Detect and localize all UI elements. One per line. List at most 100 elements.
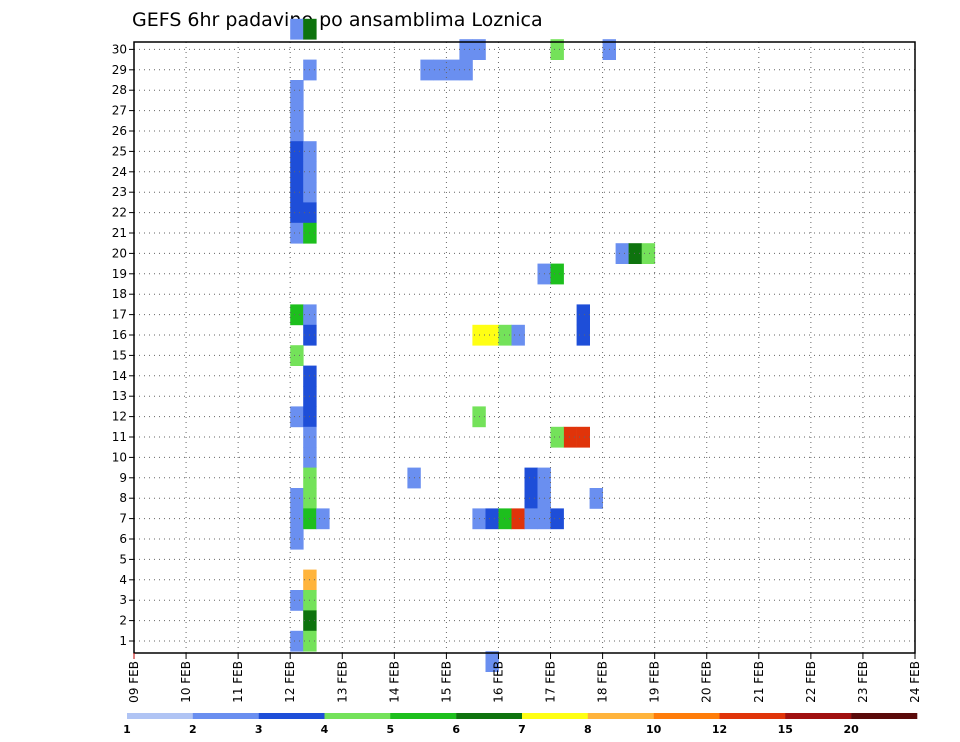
- x-tick-label: 18 FEB: [596, 661, 610, 703]
- heatmap-cell: [290, 120, 304, 142]
- heatmap-cell: [485, 651, 499, 672]
- heatmap-cell: [290, 100, 304, 122]
- y-tick-label: 29: [112, 63, 127, 77]
- y-tick-label: 18: [112, 287, 127, 301]
- heatmap-cell: [433, 59, 447, 81]
- chart-title: GEFS 6hr padavine po ansamblima Loznica: [132, 9, 543, 31]
- y-tick-label: 2: [119, 614, 127, 628]
- colorbar-swatch: [258, 713, 325, 719]
- heatmap-cell: [498, 508, 512, 530]
- y-tick-label: 4: [119, 573, 127, 587]
- heatmap-cell: [459, 59, 473, 81]
- x-tick-label: 12 FEB: [283, 661, 297, 703]
- colorbar-swatch: [456, 713, 523, 719]
- colorbar-swatch: [653, 713, 720, 719]
- colorbar-label: 5: [386, 723, 394, 736]
- x-tick-label: 15 FEB: [439, 661, 453, 703]
- heatmap-cell: [563, 426, 577, 448]
- heatmap-cell: [550, 263, 564, 285]
- y-tick-label: 12: [112, 410, 127, 424]
- heatmap-cells: [290, 18, 656, 672]
- y-tick-label: 25: [112, 144, 127, 158]
- colorbar-swatch: [785, 713, 852, 719]
- colorbar-swatch: [719, 713, 786, 719]
- heatmap-cell: [576, 426, 590, 448]
- colorbar-label: 4: [321, 723, 329, 736]
- heatmap-cell: [303, 18, 317, 40]
- heatmap-cell: [459, 39, 473, 60]
- colorbar-label: 6: [452, 723, 460, 736]
- y-tick-label: 3: [119, 593, 127, 607]
- x-tick-label: 09 FEB: [127, 661, 141, 703]
- y-tick-label: 26: [112, 124, 127, 138]
- heatmap-cell: [511, 324, 525, 346]
- colorbar-swatch: [324, 713, 391, 719]
- heatmap-cell: [290, 182, 304, 203]
- y-tick-label: 8: [119, 491, 127, 505]
- colorbar-label: 20: [844, 723, 860, 736]
- colorbar-swatch: [390, 713, 457, 719]
- heatmap-cell: [290, 304, 304, 326]
- x-tick-label: 20 FEB: [700, 661, 714, 703]
- heatmap-cell: [290, 630, 304, 652]
- y-tick-label: 11: [112, 430, 127, 444]
- colorbar-label: 8: [584, 723, 592, 736]
- y-tick-label: 15: [112, 348, 127, 362]
- heatmap-cell: [485, 324, 499, 346]
- heatmap-cell: [290, 202, 304, 224]
- colorbar-label: 1: [123, 723, 131, 736]
- heatmap-cell: [316, 508, 330, 530]
- heatmap-cell: [290, 141, 304, 162]
- y-tick-label: 16: [112, 328, 127, 342]
- heatmap-cell: [420, 59, 434, 81]
- colorbar: 1 2 3 4 5 6 7 8 10 12 15 20: [123, 713, 918, 736]
- heatmap-cell: [290, 590, 304, 611]
- heatmap-cell: [576, 324, 590, 346]
- heatmap-cell: [290, 528, 304, 550]
- x-tick-label: 21 FEB: [752, 661, 766, 703]
- colorbar-label: 15: [778, 723, 793, 736]
- heatmap-cell: [290, 161, 304, 183]
- x-tick-label: 23 FEB: [856, 661, 870, 703]
- heatmap-cell: [290, 222, 304, 244]
- x-tick-label: 13 FEB: [335, 661, 349, 703]
- heatmap-cell: [446, 59, 460, 81]
- heatmap-cell: [550, 426, 564, 448]
- y-tick-label: 28: [112, 83, 127, 97]
- y-tick-label: 17: [112, 308, 127, 322]
- heatmap-cell: [641, 243, 656, 264]
- colorbar-swatch: [522, 713, 589, 719]
- x-tick-label: 10 FEB: [179, 661, 193, 703]
- heatmap-cell: [524, 467, 538, 489]
- colorbar-label: 7: [518, 723, 526, 736]
- heatmap-cell: [628, 243, 642, 264]
- x-tick-label: 14 FEB: [387, 661, 401, 703]
- colorbar-label: 2: [189, 723, 197, 736]
- colorbar-label: 12: [712, 723, 727, 736]
- heatmap-cell: [511, 508, 525, 530]
- colorbar-swatch: [192, 713, 259, 719]
- colorbar-swatch: [851, 713, 918, 719]
- heatmap-cell: [550, 39, 564, 60]
- grid: [134, 42, 915, 653]
- y-tick-label: 9: [119, 471, 127, 485]
- x-tick-label: 16 FEB: [491, 661, 505, 703]
- heatmap-cell: [498, 324, 512, 346]
- heatmap-cell: [485, 508, 499, 530]
- x-tick-label: 22 FEB: [804, 661, 818, 703]
- y-tick-label: 13: [112, 389, 127, 403]
- y-tick-label: 1: [119, 634, 127, 648]
- heatmap-cell: [290, 80, 304, 101]
- colorbar-swatch: [127, 713, 194, 719]
- heatmap-cell: [290, 18, 304, 40]
- y-tick-label: 5: [119, 552, 127, 566]
- y-tick-label: 19: [112, 267, 127, 281]
- heatmap-cell: [290, 345, 304, 366]
- x-tick-label: 11 FEB: [231, 661, 245, 703]
- x-tick-label: 19 FEB: [648, 661, 662, 703]
- heatmap-cell: [290, 406, 304, 428]
- colorbar-label: 10: [646, 723, 662, 736]
- heatmap-cell: [576, 304, 590, 326]
- y-tick-label: 30: [112, 42, 127, 56]
